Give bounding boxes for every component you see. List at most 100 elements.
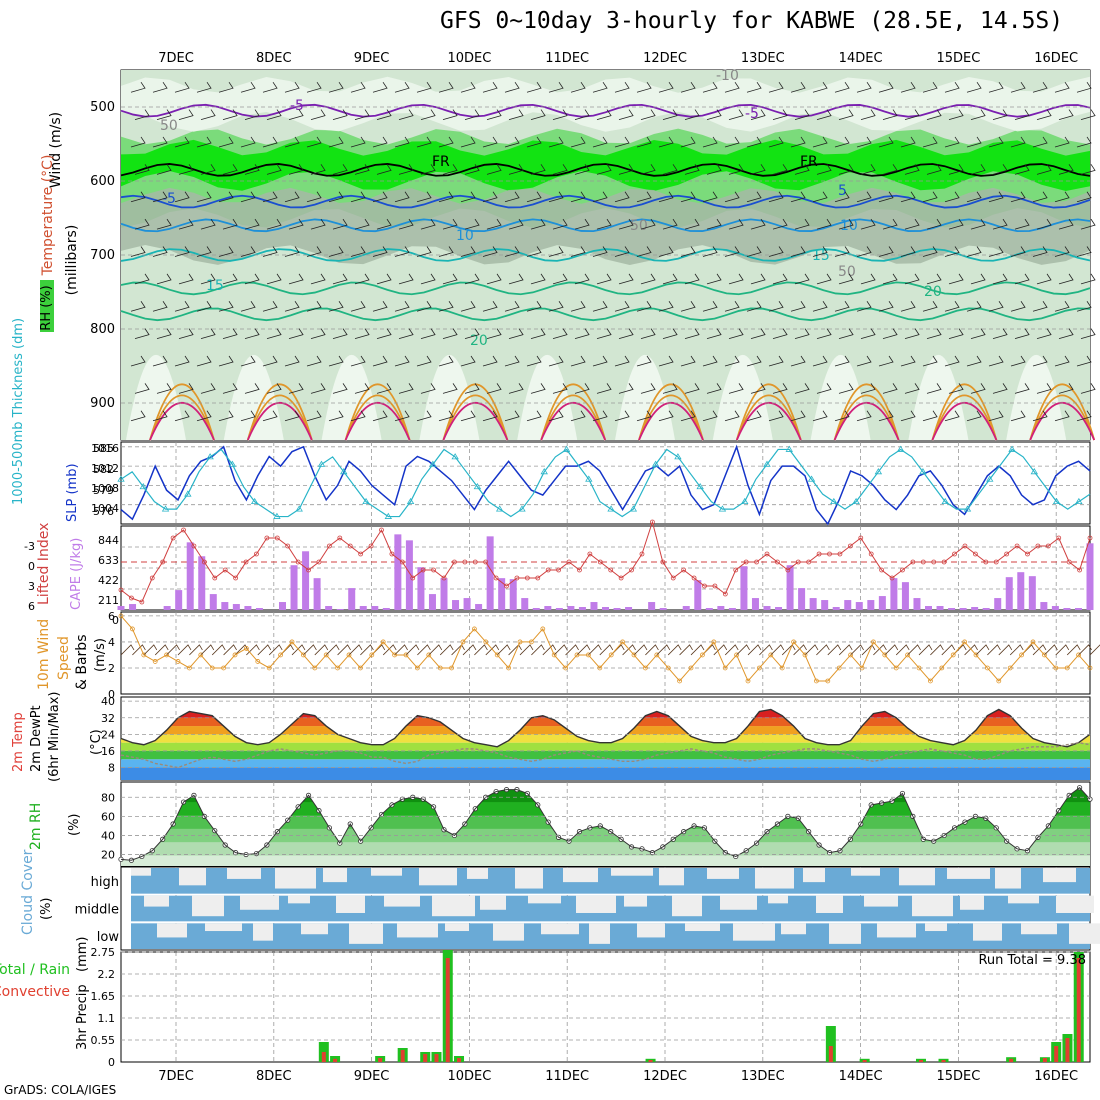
- wind-barb: [266, 164, 282, 175]
- wind10-barb: [588, 644, 602, 656]
- cape-bar: [555, 608, 563, 610]
- wind-barb: [860, 109, 876, 120]
- wind-barb: [200, 273, 216, 285]
- wind-barb: [328, 246, 344, 257]
- wind-barb: [306, 410, 322, 422]
- wind-barb: [992, 218, 1008, 230]
- thickness-marker: [184, 490, 192, 497]
- cape-bar: [878, 596, 886, 610]
- ylabel-temp-unit: (°C): [89, 729, 104, 755]
- cape-bar: [717, 606, 725, 610]
- li-marker: [441, 575, 447, 581]
- wind-marker: [186, 665, 192, 671]
- cape-bar: [244, 606, 252, 610]
- cape-bar: [567, 606, 575, 610]
- wind10-barb: [918, 644, 933, 656]
- li-marker: [212, 575, 218, 581]
- wind-barb: [394, 301, 410, 312]
- wind-barb: [508, 164, 524, 175]
- wind10-barb: [211, 644, 226, 656]
- wind-barb: [596, 164, 612, 175]
- wind-barb: [812, 136, 828, 148]
- wind-barb: [724, 191, 740, 203]
- wind-barb: [790, 246, 806, 257]
- wind10-barb: [394, 644, 408, 656]
- wind-barb: [306, 81, 322, 93]
- wind-barb: [218, 301, 234, 312]
- wind10-barb: [189, 644, 203, 656]
- wind-barb: [618, 328, 634, 340]
- wind-barb: [772, 164, 788, 175]
- cape-bar: [394, 534, 402, 610]
- wind-barb: [464, 383, 480, 394]
- wind-barb: [662, 273, 678, 285]
- li-marker: [379, 527, 384, 533]
- panel-frame-slp: [120, 441, 1091, 525]
- li-tick: -3: [24, 540, 35, 553]
- wind-barb: [222, 328, 238, 340]
- wind-barb: [262, 246, 278, 257]
- wind-barb: [552, 273, 568, 285]
- wind-barb: [1036, 218, 1052, 230]
- wind-barb: [746, 191, 762, 203]
- thickness-marker: [1052, 497, 1061, 505]
- wind-barb: [200, 218, 216, 230]
- wind-barb: [992, 164, 1008, 175]
- wind-marker: [243, 646, 249, 651]
- wind-barb: [526, 136, 542, 148]
- wind-barb: [526, 81, 542, 93]
- wind10-barb: [474, 644, 488, 656]
- ylabel-rh-unit: (%): [67, 814, 82, 837]
- wind-barb: [966, 136, 982, 148]
- cloud-gap: [733, 923, 775, 941]
- hot-contour: [149, 394, 215, 441]
- cape-bar: [1040, 602, 1048, 610]
- thickness-marker: [1008, 445, 1016, 452]
- wind-barb: [992, 109, 1008, 120]
- wind-barb: [178, 218, 194, 230]
- wind-barb: [332, 164, 348, 175]
- hot-contour: [931, 394, 998, 441]
- li-marker: [889, 575, 895, 581]
- wind-barb: [1054, 301, 1070, 312]
- rh-plume: [517, 354, 578, 440]
- li-marker: [504, 583, 509, 589]
- hot-contour: [735, 394, 802, 441]
- li-tick: 6: [28, 600, 35, 613]
- wind-barb: [922, 301, 938, 312]
- precip-tick: 1.65: [91, 990, 116, 1003]
- wind-barb: [552, 218, 568, 230]
- rh-plume: [712, 354, 773, 440]
- wind-barb: [988, 81, 1004, 93]
- contour-label: 15: [812, 248, 830, 264]
- wind10-barb: [382, 644, 397, 656]
- wind-marker: [916, 665, 922, 671]
- thickness-marker: [518, 505, 526, 512]
- cloud-gap: [659, 868, 684, 886]
- wind-barb: [1076, 355, 1092, 367]
- wind-barb: [596, 218, 612, 230]
- wind-barb: [746, 355, 762, 367]
- ylabel-millibars: (millibars): [64, 225, 80, 296]
- wind-barb: [354, 218, 370, 230]
- wind-barb: [310, 218, 326, 230]
- wind-marker: [700, 652, 705, 658]
- wind-barb: [372, 81, 388, 93]
- wind-barb: [570, 301, 586, 312]
- wind-barb: [768, 410, 784, 422]
- ylabel-lifted-index: Lifted Index: [36, 523, 52, 605]
- cape-bar: [475, 604, 483, 610]
- wind-barb: [350, 81, 366, 93]
- rh-line: [120, 787, 1091, 861]
- wind10-barb: [542, 644, 557, 656]
- thickness-marker: [139, 482, 147, 490]
- wind-barb: [398, 383, 414, 394]
- wind10-barb: [975, 644, 990, 656]
- wind-barb: [838, 328, 854, 340]
- wind-barb: [856, 355, 872, 367]
- cape-bar: [313, 578, 321, 610]
- wind-barb: [922, 81, 938, 93]
- wind-barb: [354, 328, 370, 340]
- wind-barb: [420, 273, 436, 285]
- li-marker: [149, 575, 155, 581]
